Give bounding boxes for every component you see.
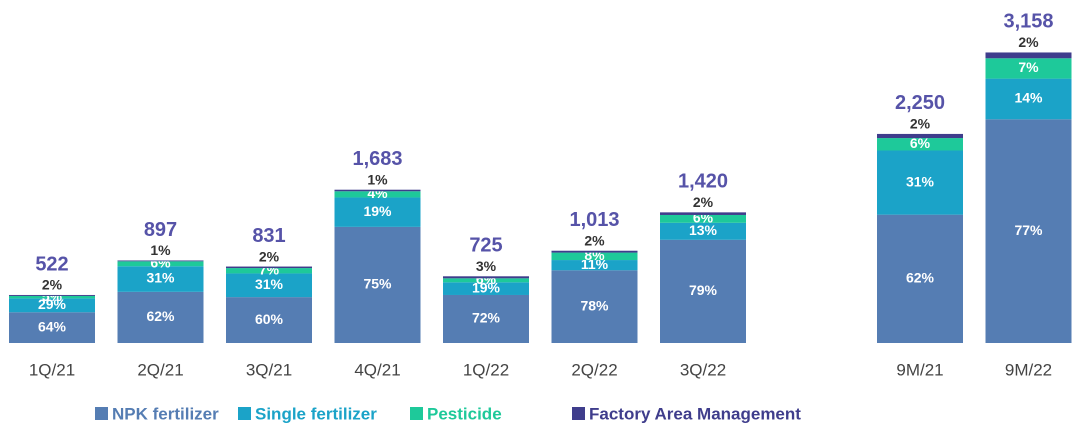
bar-segment <box>9 298 95 313</box>
data-label: 6% <box>476 271 497 287</box>
data-label: 1% <box>150 242 171 258</box>
data-label: 6% <box>910 135 931 151</box>
data-label: 77% <box>1014 222 1043 238</box>
bar-segment <box>660 239 746 343</box>
bar-segment <box>551 250 638 253</box>
data-label: 2% <box>584 232 605 248</box>
x-tick-label: 3Q/21 <box>246 360 292 379</box>
x-tick-label: 2Q/21 <box>137 360 183 379</box>
data-label: 2% <box>259 248 280 264</box>
data-label: 72% <box>472 310 501 326</box>
bar-segment <box>443 278 529 283</box>
data-label: 64% <box>38 318 67 334</box>
x-tick-label: 9M/22 <box>1005 360 1052 379</box>
data-label: 7% <box>1018 59 1039 75</box>
legend-label: Single fertilizer <box>255 404 377 423</box>
data-label: 19% <box>472 279 501 295</box>
bar-segment <box>334 189 421 192</box>
data-label: 31% <box>146 270 175 286</box>
bar-segment <box>877 214 963 343</box>
bar-segment <box>985 52 1072 59</box>
bar-segment <box>660 214 746 223</box>
data-label: 1% <box>367 171 388 187</box>
data-label: 62% <box>906 270 935 286</box>
legend-label: Pesticide <box>427 404 502 423</box>
data-label: 2% <box>693 194 714 210</box>
x-tick-label: 3Q/22 <box>680 360 726 379</box>
data-label: 6% <box>693 210 714 226</box>
bar-segment <box>9 295 95 299</box>
bar-segment <box>9 294 95 296</box>
bar-segment <box>226 297 312 343</box>
bar-segment <box>660 212 746 215</box>
data-label: 14% <box>1014 90 1043 106</box>
total-label: 3,158 <box>1003 11 1053 33</box>
legend-swatch <box>95 407 108 420</box>
bar-segment <box>877 133 963 139</box>
bar-segment <box>226 268 312 274</box>
bar-segment <box>117 260 204 262</box>
x-tick-label: 1Q/22 <box>463 360 509 379</box>
total-label: 1,420 <box>678 171 728 193</box>
data-label: 3% <box>476 258 497 274</box>
data-label: 4% <box>367 185 388 201</box>
bar-segment <box>117 261 204 267</box>
bar-segment <box>117 266 204 292</box>
x-tick-label: 2Q/22 <box>571 360 617 379</box>
total-label: 522 <box>35 253 68 275</box>
data-label: 8% <box>584 247 605 263</box>
total-label: 831 <box>252 225 285 247</box>
data-label: 60% <box>255 311 284 327</box>
bar-segment <box>551 260 638 271</box>
legend-swatch <box>410 407 423 420</box>
bar-segment <box>985 78 1072 120</box>
data-label: 13% <box>689 222 718 238</box>
total-label: 2,250 <box>895 92 945 114</box>
data-label: 62% <box>146 308 175 324</box>
bar-segment <box>334 226 421 343</box>
data-label: 19% <box>363 203 392 219</box>
data-label: 2% <box>910 116 931 132</box>
bar-segment <box>443 294 529 343</box>
legend-label: Factory Area Management <box>589 404 801 423</box>
x-tick-label: 4Q/21 <box>354 360 400 379</box>
total-label: 1,683 <box>352 148 402 170</box>
bar-segment <box>443 282 529 295</box>
bar-segment <box>443 276 529 279</box>
data-label: 2% <box>1018 34 1039 50</box>
data-label: 7% <box>259 261 280 277</box>
data-label: 29% <box>38 296 67 312</box>
total-label: 897 <box>144 219 177 241</box>
bar-segment <box>660 222 746 240</box>
bar-segment <box>551 270 638 343</box>
bar-segment <box>985 58 1072 79</box>
total-label: 1,013 <box>569 209 619 231</box>
legend-swatch <box>572 407 585 420</box>
bar-segment <box>985 119 1072 343</box>
data-label: 79% <box>689 282 718 298</box>
data-label: 31% <box>255 276 284 292</box>
data-label: 6% <box>150 254 171 270</box>
x-tick-label: 1Q/21 <box>29 360 75 379</box>
x-tick-label: 9M/21 <box>896 360 943 379</box>
data-label: 78% <box>580 297 609 313</box>
bar-segment <box>877 138 963 151</box>
bar-segment <box>334 191 421 198</box>
bar-segment <box>117 291 204 343</box>
data-label: 2% <box>42 277 63 293</box>
data-label: 75% <box>363 276 392 292</box>
bar-segment <box>226 273 312 298</box>
data-label: 31% <box>906 173 935 189</box>
bar-segment <box>334 197 421 227</box>
bar-segment <box>877 150 963 215</box>
legend-swatch <box>238 407 251 420</box>
bar-segment <box>9 312 95 343</box>
bar-segment <box>551 252 638 261</box>
legend-label: NPK fertilizer <box>112 404 219 423</box>
total-label: 725 <box>469 235 502 257</box>
bar-segment <box>226 266 312 269</box>
